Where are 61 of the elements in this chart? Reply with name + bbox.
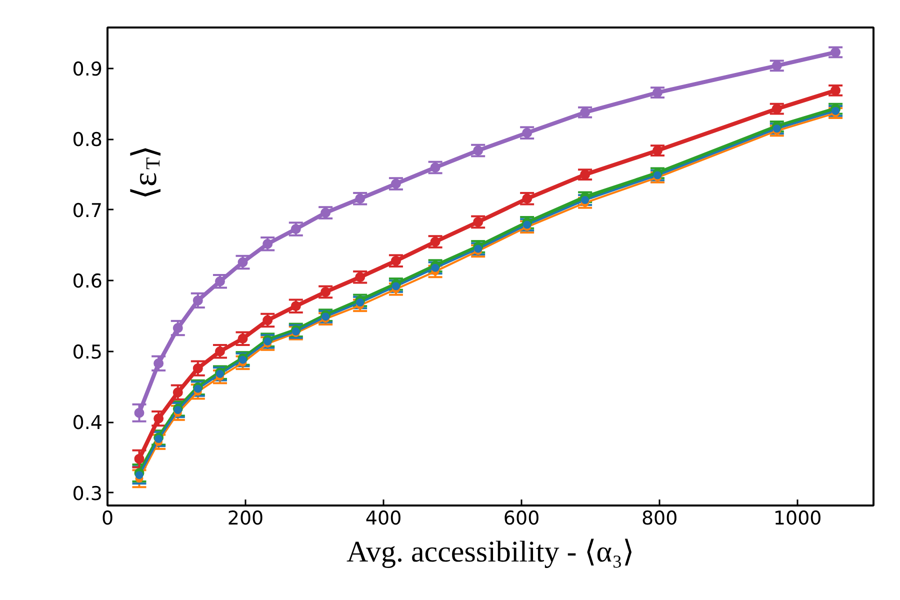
x-tick-label: 600: [503, 508, 540, 530]
y-tick-label: 0.4: [72, 412, 102, 434]
point: [134, 408, 144, 418]
point: [290, 224, 301, 234]
point: [430, 236, 440, 247]
x-tick-label: 800: [641, 508, 678, 530]
y-tick-label: 0.7: [72, 200, 102, 222]
point: [194, 384, 202, 393]
y-tick-label: 0.6: [72, 270, 102, 293]
point: [473, 216, 484, 227]
y-tick-label: 0.8: [72, 129, 102, 152]
point: [355, 194, 366, 204]
x-tick-label: 1000: [773, 508, 822, 530]
point: [172, 387, 183, 398]
x-axis-title: Avg. accessibility - ⟨α₃⟩: [346, 536, 634, 568]
point: [392, 282, 400, 290]
point: [135, 471, 144, 480]
point: [320, 286, 331, 297]
point: [356, 298, 364, 307]
point: [214, 346, 225, 356]
point: [581, 196, 590, 204]
point: [238, 356, 247, 364]
point: [772, 60, 782, 71]
x-tick-label: 0: [101, 508, 114, 530]
point: [154, 358, 164, 368]
point: [473, 146, 484, 156]
point: [214, 276, 225, 286]
point: [522, 128, 532, 138]
point: [238, 257, 248, 268]
point: [772, 104, 782, 114]
point: [134, 454, 144, 464]
point: [652, 146, 662, 156]
x-tick-label: 200: [227, 508, 264, 530]
point: [154, 414, 164, 424]
y-tick-label: 0.3: [72, 482, 102, 505]
point: [192, 363, 203, 374]
point: [320, 208, 331, 218]
point: [832, 106, 840, 115]
point: [580, 170, 590, 180]
point: [355, 272, 366, 282]
x-tick-label: 400: [365, 508, 402, 530]
point: [174, 406, 182, 414]
point: [431, 264, 440, 272]
point: [238, 334, 248, 344]
point: [430, 162, 440, 172]
point: [580, 107, 590, 118]
point: [830, 47, 841, 58]
point: [652, 88, 662, 98]
point: [390, 256, 401, 266]
point: [192, 295, 203, 306]
y-tick-label: 0.5: [72, 341, 102, 364]
y-tick-label: 0.9: [72, 58, 102, 81]
y-axis-title: ⟨εT⟩: [127, 146, 164, 200]
point: [262, 315, 273, 326]
point: [154, 435, 163, 444]
point: [390, 178, 401, 189]
point: [522, 194, 532, 204]
point: [172, 323, 183, 334]
point: [262, 238, 273, 249]
point: [830, 85, 841, 96]
point: [290, 301, 301, 312]
